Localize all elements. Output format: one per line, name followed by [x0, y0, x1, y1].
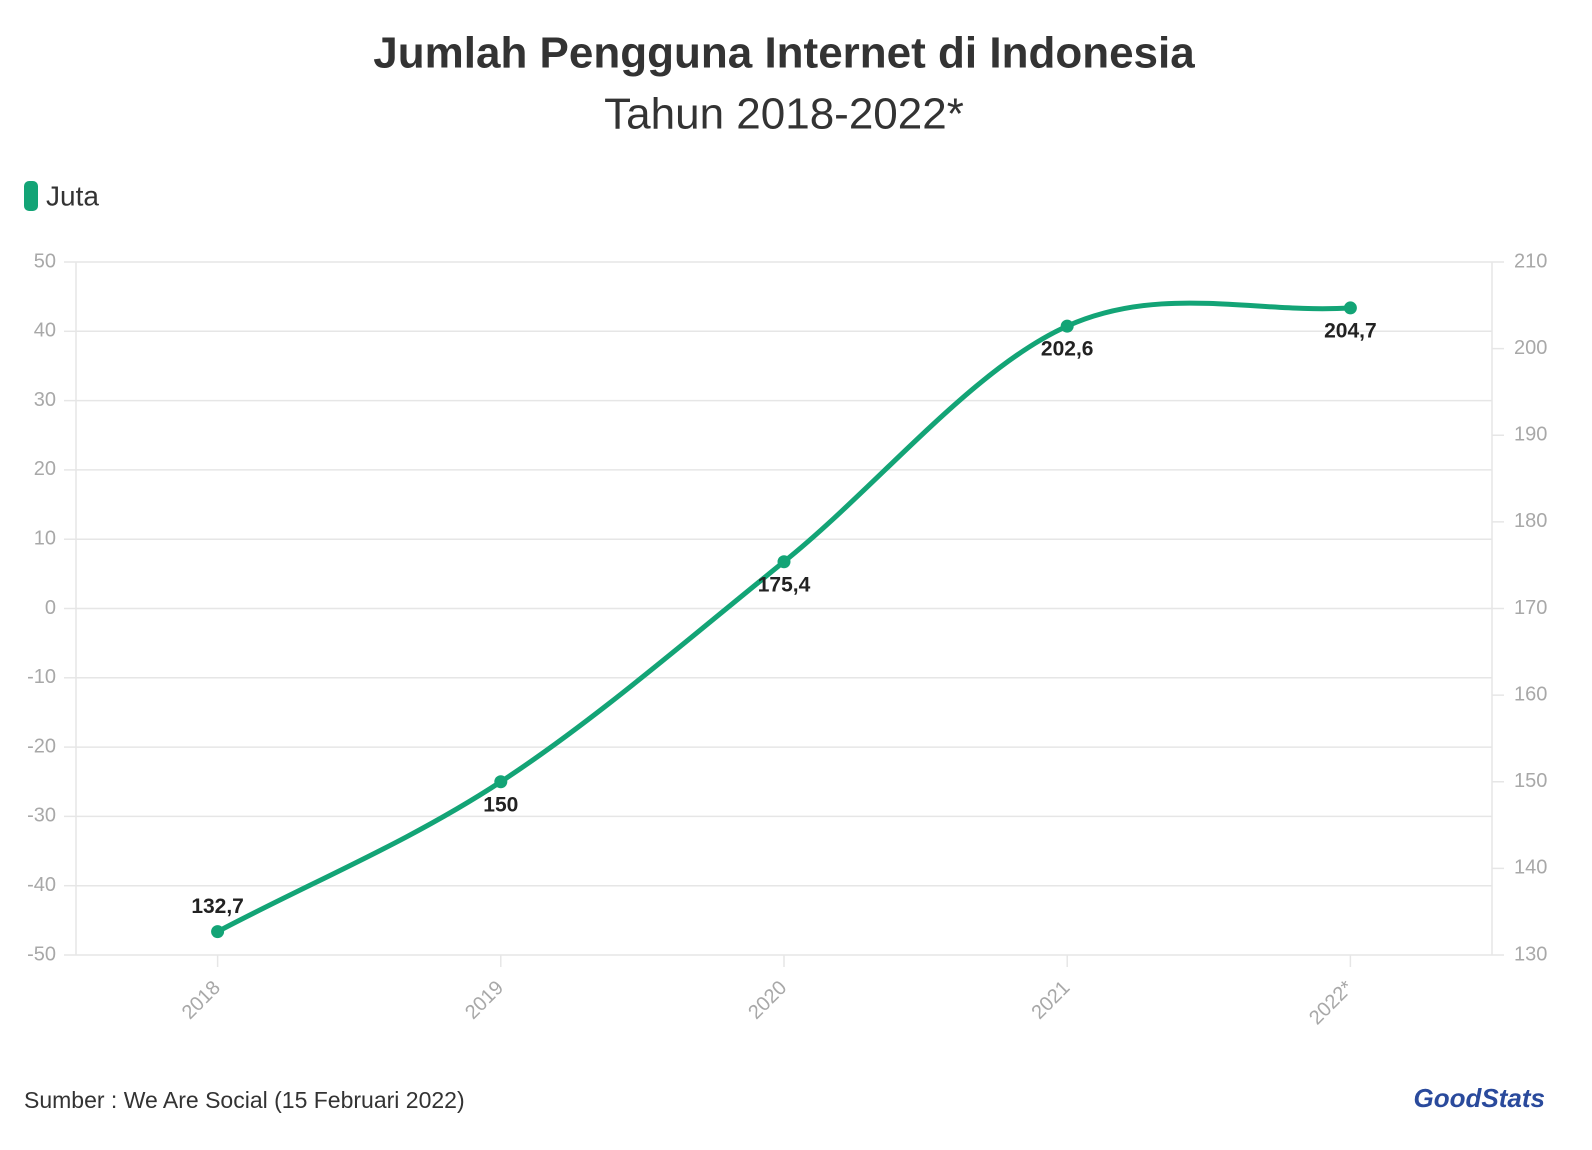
data-label: 132,7: [191, 895, 244, 918]
x-tick-label: 2019: [461, 977, 508, 1024]
point: [494, 775, 508, 789]
y-tick-label: 0: [45, 597, 56, 619]
data-label: 175,4: [758, 573, 811, 596]
point: [1060, 319, 1074, 333]
data-label: 202,6: [1041, 338, 1094, 361]
y2-tick-label: 200: [1514, 337, 1547, 359]
x-tick-label: 2022*: [1305, 977, 1358, 1030]
y2-tick-label: 150: [1514, 770, 1547, 792]
data-label: 150: [483, 793, 518, 816]
line: [216, 300, 1351, 934]
y-tick-label: -20: [27, 735, 56, 757]
x-tick-label: 2021: [1027, 977, 1074, 1024]
chart-subtitle: Tahun 2018-2022*: [604, 90, 964, 139]
y-tick-label: 40: [34, 320, 56, 342]
legend-swatch: [24, 181, 38, 211]
y-tick-label: 20: [34, 458, 56, 480]
y2-tick-label: 160: [1514, 683, 1547, 705]
point: [777, 555, 791, 569]
x-tick-label: 2018: [178, 977, 225, 1024]
chart-title: Jumlah Pengguna Internet di Indonesia: [373, 29, 1195, 78]
point: [1343, 301, 1357, 315]
y2-tick-label: 190: [1514, 424, 1547, 446]
y-tick-label: -40: [27, 874, 56, 896]
y2-tick-label: 140: [1514, 857, 1547, 879]
y2-tick-label: 180: [1514, 510, 1547, 532]
y-tick-label: 10: [34, 527, 56, 549]
y-tick-label: -10: [27, 666, 56, 688]
legend-label: Juta: [46, 180, 99, 211]
y-tick-label: 50: [34, 250, 56, 272]
y-tick-label: -50: [27, 943, 56, 965]
y-tick-label: -30: [27, 805, 56, 827]
y2-tick-label: 210: [1514, 250, 1547, 272]
point: [211, 925, 225, 939]
data-label: 204,7: [1324, 319, 1377, 342]
y2-tick-label: 130: [1514, 943, 1547, 965]
y2-tick-label: 170: [1514, 597, 1547, 619]
source: Sumber : We Are Social (15 Februari 2022…: [24, 1087, 465, 1113]
x-tick-label: 2020: [744, 977, 791, 1024]
logo: GoodStats: [1414, 1083, 1545, 1113]
y-tick-label: 30: [34, 389, 56, 411]
